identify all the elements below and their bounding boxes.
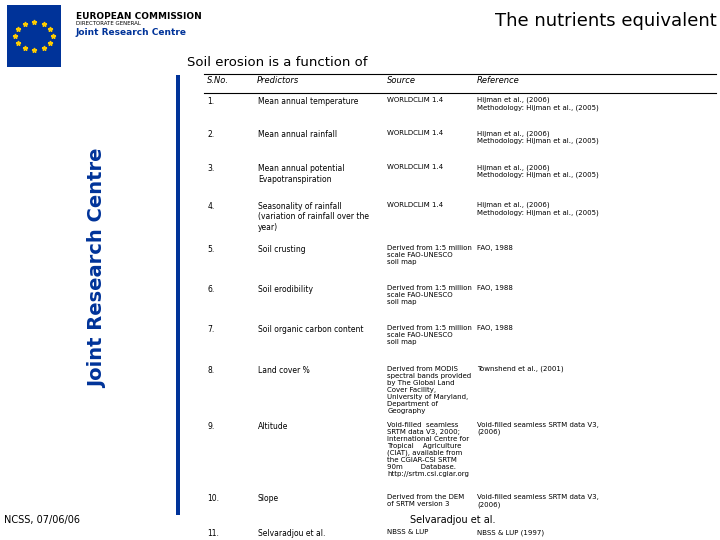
Text: Joint Research Centre: Joint Research Centre <box>88 148 107 388</box>
Text: Reference: Reference <box>477 76 519 85</box>
Text: WORLDCLIM 1.4: WORLDCLIM 1.4 <box>387 202 444 208</box>
Text: WORLDCLIM 1.4: WORLDCLIM 1.4 <box>387 164 444 170</box>
Text: Mean annual potential
Evapotranspiration: Mean annual potential Evapotranspiration <box>258 164 344 184</box>
Text: Derived from MODIS
spectral bands provided
by The Global Land
Cover Facility,
Un: Derived from MODIS spectral bands provid… <box>387 366 472 414</box>
Text: Hijman et al., (2006)
Methodology: Hijman et al., (2005): Hijman et al., (2006) Methodology: Hijma… <box>477 202 599 216</box>
Text: 5.: 5. <box>207 245 215 254</box>
Text: Mean annual rainfall: Mean annual rainfall <box>258 131 337 139</box>
Text: FAO, 1988: FAO, 1988 <box>477 325 513 332</box>
Text: Soil crusting: Soil crusting <box>258 245 305 254</box>
Text: Soil erodibility: Soil erodibility <box>258 285 312 294</box>
Text: Hijman et al., (2006)
Methodology: Hijman et al., (2005): Hijman et al., (2006) Methodology: Hijma… <box>477 164 599 178</box>
Text: 9.: 9. <box>207 422 215 431</box>
Text: 6.: 6. <box>207 285 215 294</box>
Text: WORLDCLIM 1.4: WORLDCLIM 1.4 <box>387 131 444 137</box>
Text: NCSS, 07/06/06: NCSS, 07/06/06 <box>4 515 80 525</box>
Text: Hijman et al., (2006)
Methodology: Hijman et al., (2005): Hijman et al., (2006) Methodology: Hijma… <box>477 131 599 144</box>
Text: Mean annual temperature: Mean annual temperature <box>258 97 358 106</box>
Text: EUROPEAN COMMISSION: EUROPEAN COMMISSION <box>76 12 202 22</box>
Text: WORLDCLIM 1.4: WORLDCLIM 1.4 <box>387 97 444 103</box>
FancyBboxPatch shape <box>7 5 61 67</box>
Text: Altitude: Altitude <box>258 422 288 431</box>
Text: Selvaradjou et al.: Selvaradjou et al. <box>410 515 496 525</box>
Text: Predictors: Predictors <box>257 76 300 85</box>
Text: NBSS & LUP: NBSS & LUP <box>387 529 428 535</box>
Text: Hijman et al., (2006)
Methodology: Hijman et al., (2005): Hijman et al., (2006) Methodology: Hijma… <box>477 97 599 111</box>
Text: Derived from 1:5 million
scale FAO-UNESCO
soil map: Derived from 1:5 million scale FAO-UNESC… <box>387 245 472 265</box>
Text: FAO, 1988: FAO, 1988 <box>477 245 513 251</box>
Text: Void-filled seamless SRTM data V3,
(2006): Void-filled seamless SRTM data V3, (2006… <box>477 495 599 508</box>
Text: FAO, 1988: FAO, 1988 <box>477 285 513 291</box>
Text: 1.: 1. <box>207 97 215 106</box>
Text: Seasonality of rainfall
(variation of rainfall over the
year): Seasonality of rainfall (variation of ra… <box>258 202 369 232</box>
Text: Soil erosion is a function of: Soil erosion is a function of <box>187 56 368 69</box>
Text: 4.: 4. <box>207 202 215 211</box>
Text: Joint Research Centre: Joint Research Centre <box>76 29 186 37</box>
Text: 3.: 3. <box>207 164 215 173</box>
Text: Source: Source <box>387 76 415 85</box>
Text: Void-filled seamless SRTM data V3,
(2006): Void-filled seamless SRTM data V3, (2006… <box>477 422 599 435</box>
Text: 8.: 8. <box>207 366 215 375</box>
Bar <box>176 75 180 515</box>
Text: 7.: 7. <box>207 325 215 334</box>
Text: Void-filled  seamless
SRTM data V3, 2000;
International Centre for
Tropical    A: Void-filled seamless SRTM data V3, 2000;… <box>387 422 469 477</box>
Text: Land cover %: Land cover % <box>258 366 310 375</box>
Text: 11.: 11. <box>207 529 219 538</box>
Text: Derived from 1:5 million
scale FAO-UNESCO
soil map: Derived from 1:5 million scale FAO-UNESC… <box>387 285 472 305</box>
Text: S.No.: S.No. <box>207 76 229 85</box>
Text: Derived from 1:5 million
scale FAO-UNESCO
soil map: Derived from 1:5 million scale FAO-UNESC… <box>387 325 472 345</box>
Text: The nutrients equivalent: The nutrients equivalent <box>495 12 716 30</box>
Text: 10.: 10. <box>207 495 220 503</box>
Text: Derived from the DEM
of SRTM version 3: Derived from the DEM of SRTM version 3 <box>387 495 464 508</box>
Text: 2.: 2. <box>207 131 215 139</box>
Text: Townshend et al., (2001): Townshend et al., (2001) <box>477 366 564 372</box>
Text: Slope: Slope <box>258 495 279 503</box>
Text: NBSS & LUP (1997): NBSS & LUP (1997) <box>477 529 544 536</box>
Text: DIRECTORATE GENERAL: DIRECTORATE GENERAL <box>76 21 140 26</box>
Text: Soil organic carbon content: Soil organic carbon content <box>258 325 364 334</box>
Text: Selvaradjou et al.: Selvaradjou et al. <box>258 529 325 538</box>
